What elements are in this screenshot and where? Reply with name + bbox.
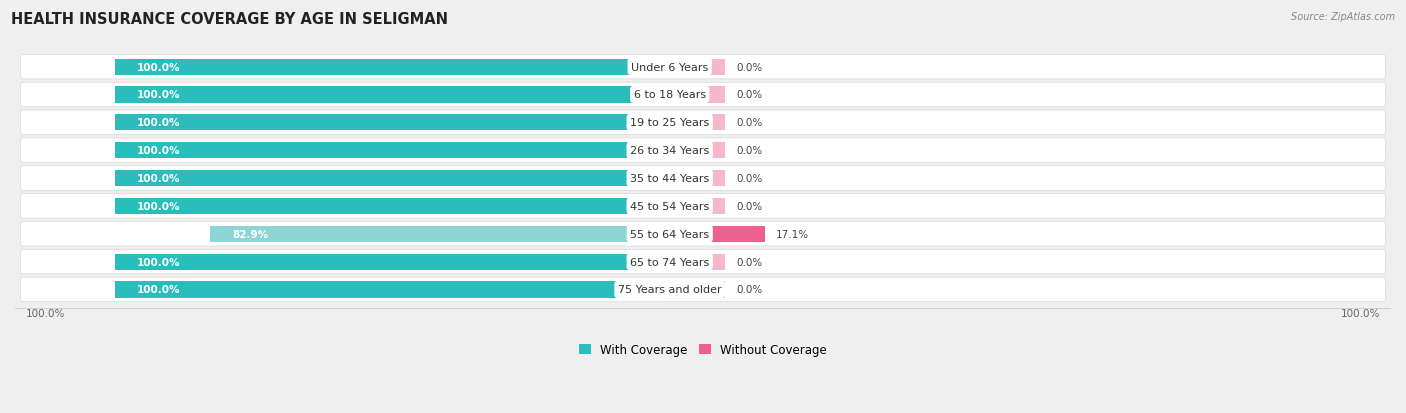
Bar bbox=[669, 171, 725, 187]
Text: 100.0%: 100.0% bbox=[136, 173, 180, 184]
Bar bbox=[115, 115, 669, 131]
Text: 45 to 54 Years: 45 to 54 Years bbox=[630, 202, 710, 211]
Text: HEALTH INSURANCE COVERAGE BY AGE IN SELIGMAN: HEALTH INSURANCE COVERAGE BY AGE IN SELI… bbox=[11, 12, 449, 27]
Text: 100.0%: 100.0% bbox=[1340, 309, 1379, 318]
Text: 82.9%: 82.9% bbox=[232, 229, 269, 239]
FancyBboxPatch shape bbox=[21, 55, 1385, 80]
FancyBboxPatch shape bbox=[21, 139, 1385, 163]
Bar bbox=[115, 198, 669, 214]
Bar bbox=[669, 115, 725, 131]
Text: 100.0%: 100.0% bbox=[136, 257, 180, 267]
Legend: With Coverage, Without Coverage: With Coverage, Without Coverage bbox=[574, 338, 832, 361]
Text: 0.0%: 0.0% bbox=[737, 90, 762, 100]
Text: 0.0%: 0.0% bbox=[737, 173, 762, 184]
Text: Under 6 Years: Under 6 Years bbox=[631, 62, 709, 72]
Text: 100.0%: 100.0% bbox=[136, 62, 180, 72]
Text: 100.0%: 100.0% bbox=[136, 118, 180, 128]
Text: 35 to 44 Years: 35 to 44 Years bbox=[630, 173, 710, 184]
FancyBboxPatch shape bbox=[21, 83, 1385, 107]
Bar bbox=[669, 143, 725, 159]
Text: 55 to 64 Years: 55 to 64 Years bbox=[630, 229, 709, 239]
FancyBboxPatch shape bbox=[21, 166, 1385, 191]
Text: 100.0%: 100.0% bbox=[136, 146, 180, 156]
Text: 0.0%: 0.0% bbox=[737, 285, 762, 295]
Text: 65 to 74 Years: 65 to 74 Years bbox=[630, 257, 710, 267]
Bar bbox=[115, 171, 669, 187]
FancyBboxPatch shape bbox=[21, 250, 1385, 274]
Text: 75 Years and older: 75 Years and older bbox=[617, 285, 721, 295]
Bar bbox=[669, 87, 725, 103]
Text: 0.0%: 0.0% bbox=[737, 202, 762, 211]
Bar bbox=[115, 59, 669, 76]
Bar bbox=[209, 226, 669, 242]
Text: 0.0%: 0.0% bbox=[737, 257, 762, 267]
Text: 0.0%: 0.0% bbox=[737, 62, 762, 72]
Bar bbox=[669, 254, 725, 270]
FancyBboxPatch shape bbox=[21, 222, 1385, 247]
Bar bbox=[115, 87, 669, 103]
Text: 100.0%: 100.0% bbox=[136, 90, 180, 100]
Text: 0.0%: 0.0% bbox=[737, 146, 762, 156]
Bar bbox=[669, 226, 765, 242]
Bar bbox=[669, 198, 725, 214]
Bar bbox=[669, 59, 725, 76]
Bar bbox=[115, 254, 669, 270]
Text: 6 to 18 Years: 6 to 18 Years bbox=[634, 90, 706, 100]
Text: 0.0%: 0.0% bbox=[737, 118, 762, 128]
Bar bbox=[115, 282, 669, 298]
Text: 100.0%: 100.0% bbox=[136, 202, 180, 211]
Text: 19 to 25 Years: 19 to 25 Years bbox=[630, 118, 710, 128]
Text: 26 to 34 Years: 26 to 34 Years bbox=[630, 146, 710, 156]
Text: 100.0%: 100.0% bbox=[27, 309, 66, 318]
Text: 17.1%: 17.1% bbox=[776, 229, 808, 239]
FancyBboxPatch shape bbox=[21, 111, 1385, 135]
FancyBboxPatch shape bbox=[21, 278, 1385, 302]
Text: 100.0%: 100.0% bbox=[136, 285, 180, 295]
FancyBboxPatch shape bbox=[21, 194, 1385, 218]
Bar bbox=[115, 143, 669, 159]
Bar bbox=[669, 282, 725, 298]
Text: Source: ZipAtlas.com: Source: ZipAtlas.com bbox=[1291, 12, 1395, 22]
